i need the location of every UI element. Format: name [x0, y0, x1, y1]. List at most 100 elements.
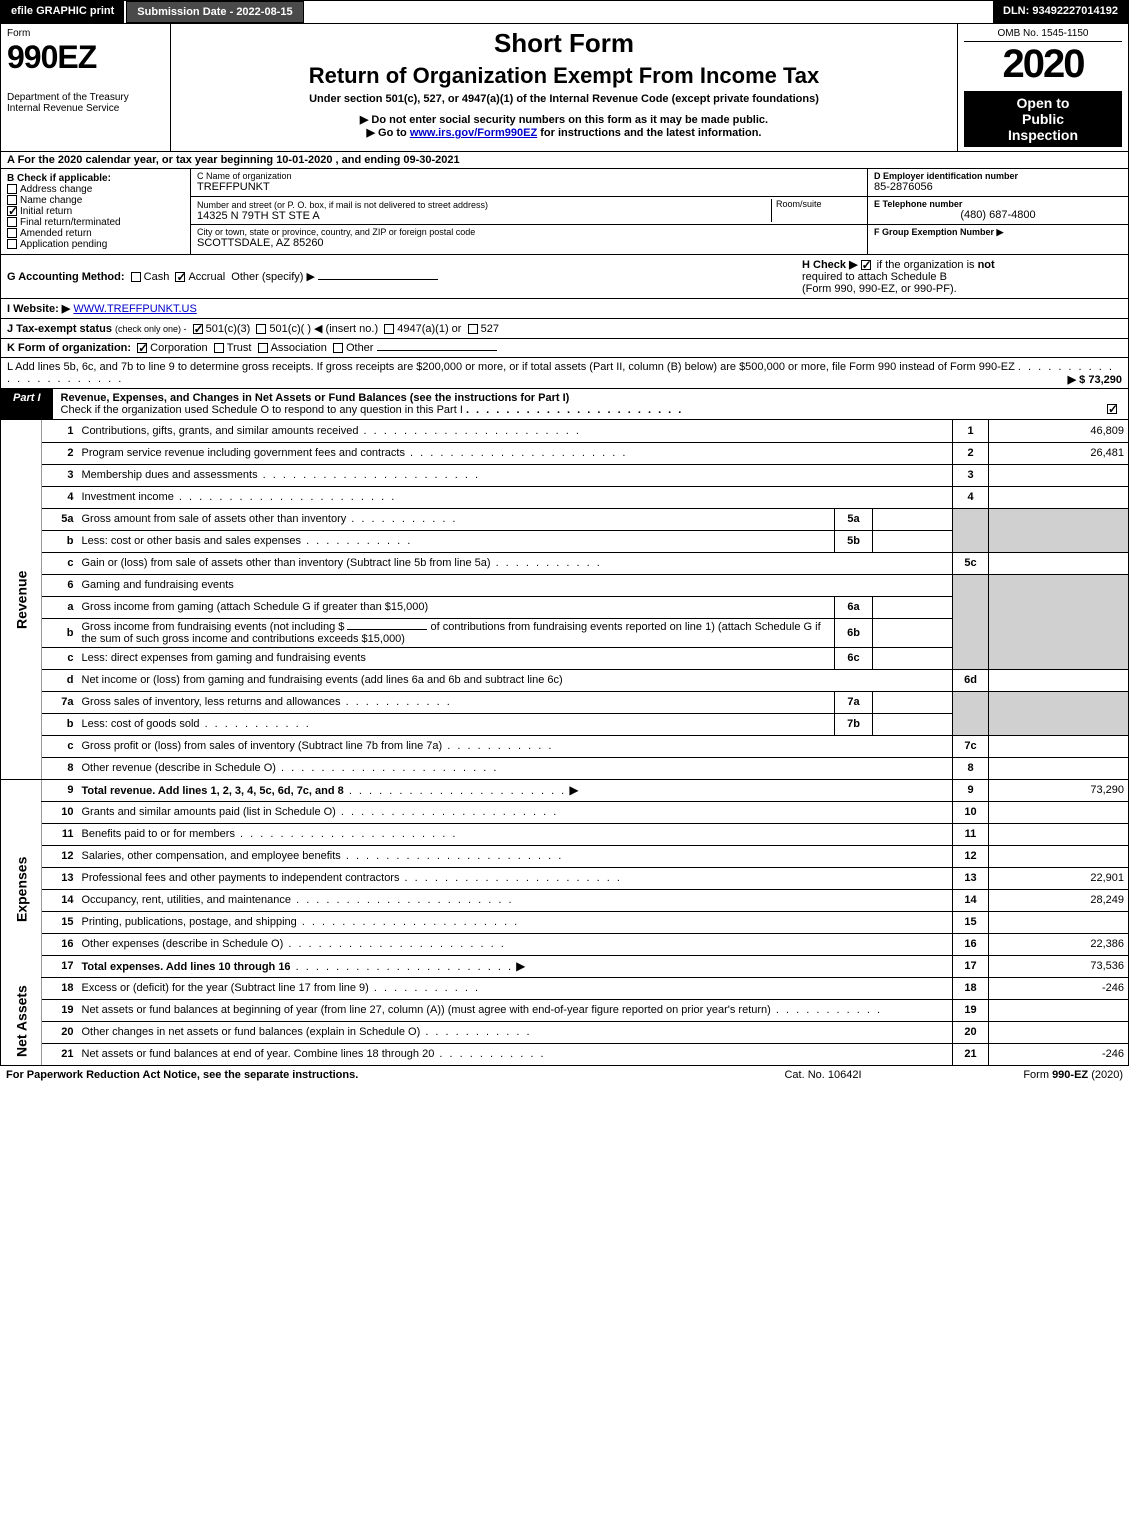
line6a-box: 6a [835, 596, 873, 618]
part1-sub: Check if the organization used Schedule … [61, 404, 463, 416]
website-link[interactable]: WWW.TREFFPUNKT.US [73, 303, 196, 315]
line-num: c [42, 552, 78, 574]
opt-association: Association [271, 342, 327, 354]
line21-desc: Net assets or fund balances at end of ye… [82, 1048, 546, 1060]
ssn-warning: ▶ Do not enter social security numbers o… [177, 113, 951, 126]
h-text1: if the organization is [877, 259, 978, 271]
line7c-amount [989, 735, 1129, 757]
line17-amount: 73,536 [989, 955, 1129, 977]
checkbox-accrual[interactable] [175, 272, 185, 282]
box-b: B Check if applicable: Address change Na… [1, 169, 191, 254]
form-ref-bold: 990-EZ [1052, 1069, 1088, 1081]
line19-no: 19 [953, 999, 989, 1021]
efile-print-button[interactable]: efile GRAPHIC print [1, 1, 126, 23]
open-to-public-box: Open to Public Inspection [964, 91, 1122, 147]
irs-label: Internal Revenue Service [7, 103, 164, 114]
checkbox-other-org[interactable] [333, 343, 343, 353]
line-num: 6 [42, 574, 78, 596]
line-num: b [42, 530, 78, 552]
line-a-tax-year: A For the 2020 calendar year, or tax yea… [0, 152, 1129, 169]
checkbox-527[interactable] [468, 324, 478, 334]
checkbox-part1-schedule-o[interactable] [1107, 404, 1117, 414]
line9-amount: 73,290 [989, 779, 1129, 801]
line5b-box: 5b [835, 530, 873, 552]
line-num: 21 [42, 1043, 78, 1065]
line6d-amount [989, 669, 1129, 691]
line5b-val [873, 530, 953, 552]
opt-application-pending: Application pending [20, 239, 107, 250]
checkbox-trust[interactable] [214, 343, 224, 353]
checkbox-cash[interactable] [131, 272, 141, 282]
line7b-val [873, 713, 953, 735]
opt-other-org: Other [346, 342, 374, 354]
line5a-desc: Gross amount from sale of assets other t… [82, 513, 458, 525]
line-l: L Add lines 5b, 6c, and 7b to line 9 to … [0, 358, 1129, 389]
checkbox-501c[interactable] [256, 324, 266, 334]
gray-cell [953, 508, 989, 552]
submission-date: Submission Date - 2022-08-15 [126, 1, 303, 23]
line18-amount: -246 [989, 977, 1129, 999]
line7a-desc: Gross sales of inventory, less returns a… [82, 696, 452, 708]
line16-no: 16 [953, 933, 989, 955]
tax-year: 2020 [964, 42, 1122, 87]
tax-exempt-sub: (check only one) - [115, 324, 187, 334]
line20-desc: Other changes in net assets or fund bala… [82, 1026, 532, 1038]
line-num: c [42, 735, 78, 757]
part1-title: Revenue, Expenses, and Changes in Net As… [61, 392, 570, 404]
label-h: H Check ▶ [802, 259, 858, 271]
arrow-icon: ▶ [516, 959, 525, 973]
form-word: Form [7, 28, 164, 39]
line-j: J Tax-exempt status (check only one) - 5… [0, 319, 1129, 339]
line2-desc: Program service revenue including govern… [82, 447, 628, 459]
line-num: 9 [42, 779, 78, 801]
checkbox-amended-return[interactable] [7, 228, 17, 238]
h-text2: required to attach Schedule B [802, 271, 947, 283]
org-street: 14325 N 79TH ST STE A [197, 210, 771, 222]
checkbox-501c3[interactable] [193, 324, 203, 334]
arrow-icon: ▶ [569, 783, 578, 797]
line5c-desc: Gain or (loss) from sale of assets other… [82, 557, 602, 569]
line21-amount: -246 [989, 1043, 1129, 1065]
line-num: 3 [42, 464, 78, 486]
checkbox-association[interactable] [258, 343, 268, 353]
checkbox-initial-return[interactable] [7, 206, 17, 216]
checkbox-line-h[interactable] [861, 260, 871, 270]
line12-amount [989, 845, 1129, 867]
line8-amount [989, 757, 1129, 779]
line-num: b [42, 618, 78, 647]
line6d-no: 6d [953, 669, 989, 691]
line16-desc: Other expenses (describe in Schedule O) [82, 938, 506, 950]
checkbox-application-pending[interactable] [7, 239, 17, 249]
checkbox-address-change[interactable] [7, 184, 17, 194]
line-num: 20 [42, 1021, 78, 1043]
box-c: C Name of organization TREFFPUNKT Number… [191, 169, 868, 254]
part1-table: Revenue 1 Contributions, gifts, grants, … [0, 420, 1129, 1066]
opt-trust: Trust [227, 342, 252, 354]
checkbox-final-return[interactable] [7, 217, 17, 227]
irs-link[interactable]: www.irs.gov/Form990EZ [410, 127, 537, 139]
line17-no: 17 [953, 955, 989, 977]
side-label-revenue: Revenue [1, 420, 42, 779]
line-num: 14 [42, 889, 78, 911]
line4-no: 4 [953, 486, 989, 508]
line-l-amount: ▶ $ 73,290 [1068, 373, 1122, 386]
line11-amount [989, 823, 1129, 845]
catalog-number: Cat. No. 10642I [723, 1069, 923, 1081]
line6a-val [873, 596, 953, 618]
line7c-no: 7c [953, 735, 989, 757]
line4-desc: Investment income [82, 491, 397, 503]
opt-amended-return: Amended return [20, 228, 92, 239]
label-group-exemption: F Group Exemption Number ▶ [874, 227, 1122, 238]
line20-no: 20 [953, 1021, 989, 1043]
checkbox-4947[interactable] [384, 324, 394, 334]
line1-desc: Contributions, gifts, grants, and simila… [82, 425, 581, 437]
line-num: 13 [42, 867, 78, 889]
line16-amount: 22,386 [989, 933, 1129, 955]
line-num: b [42, 713, 78, 735]
line9-no: 9 [953, 779, 989, 801]
checkbox-corporation[interactable] [137, 343, 147, 353]
line12-desc: Salaries, other compensation, and employ… [82, 850, 564, 862]
line6c-desc: Less: direct expenses from gaming and fu… [78, 647, 835, 669]
line-num: 19 [42, 999, 78, 1021]
line-num: 1 [42, 420, 78, 442]
